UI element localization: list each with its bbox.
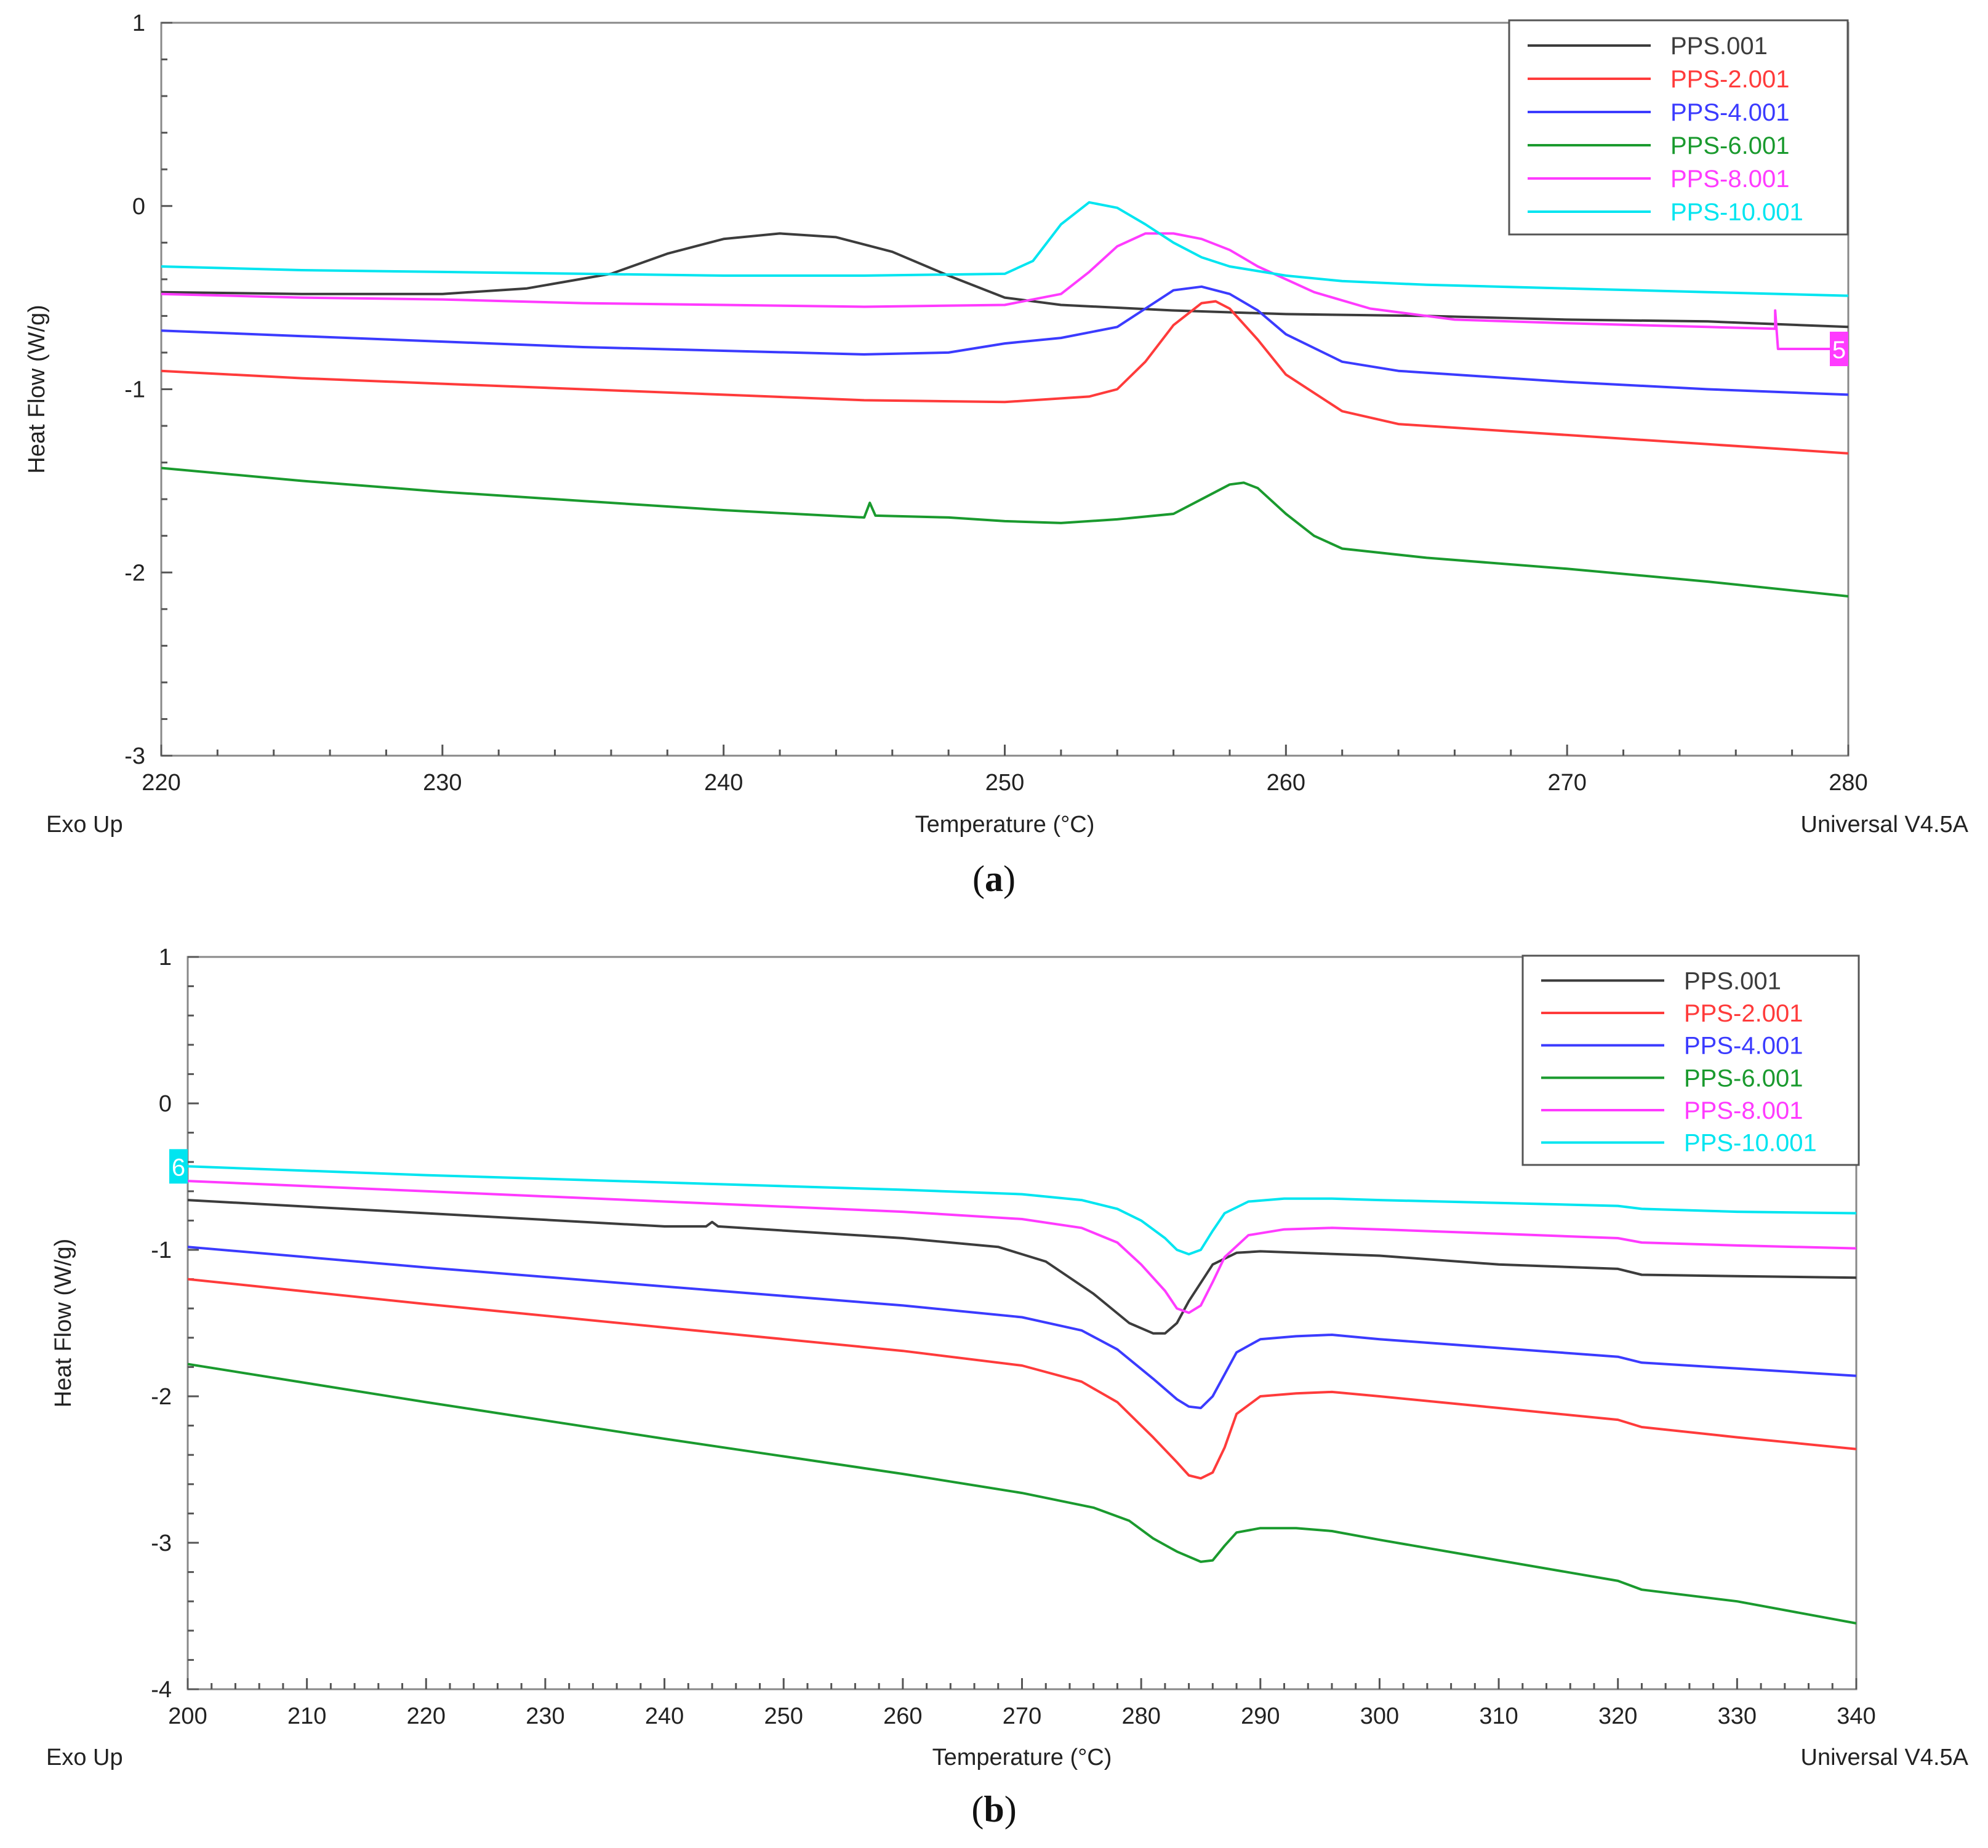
x-tick-label: 230 [423,770,462,796]
x-tick-label: 260 [1267,770,1305,796]
legend-label: PPS-2.001 [1670,66,1789,93]
y-tick-label: -3 [124,743,145,769]
legend-label: PPS-6.001 [1670,132,1789,159]
x-tick-label: 290 [1241,1703,1280,1729]
legend-label: PPS-4.001 [1670,99,1789,126]
x-tick-label: 260 [883,1703,922,1729]
x-tick-label: 310 [1479,1703,1518,1729]
y-tick-label: 1 [132,10,145,36]
legend-label: PPS-2.001 [1684,1000,1803,1027]
legend-label: PPS-4.001 [1684,1033,1803,1060]
x-tick-label: 240 [704,770,743,796]
curve-marker-box [1830,331,1848,366]
legend: PPS.001 PPS-2.001 PPS-4.001 PPS-6.001 PPS-8.… [1508,19,1849,236]
x-tick-label: 270 [1003,1703,1041,1729]
x-tick-label: 270 [1547,770,1586,796]
x-tick-label: 220 [407,1703,446,1729]
series-line-pps-2-001 [188,1278,1856,1480]
y-axis-label: Heat Flow (W/g) [50,1239,76,1407]
y-tick-label: 0 [159,1091,172,1117]
x-axis-label: Temperature (°C) [915,812,1095,838]
x-tick-label: 320 [1598,1703,1637,1729]
x-tick-label: 340 [1837,1703,1875,1729]
y-tick-label: -1 [124,377,145,403]
x-tick-label: 330 [1718,1703,1757,1729]
footer-software-version: Universal V4.5A [1801,812,1969,838]
legend-label: PPS-10.001 [1670,199,1803,226]
curve-marker-label: 5 [1832,337,1846,364]
curve-marker-box [169,1149,188,1184]
legend-box [1521,954,1860,1166]
footer-software-version: Universal V4.5A [1801,1745,1969,1770]
series-line-pps-10-001 [161,201,1848,297]
x-tick-label: 200 [168,1703,207,1729]
legend-label: PPS-8.001 [1684,1097,1803,1124]
series-line-pps-10-001 [188,1165,1856,1256]
legend-label: PPS-10.001 [1684,1130,1817,1157]
panel-label: (b) [971,1789,1016,1830]
footer-exo-up: Exo Up [46,1745,123,1770]
series-line-pps-001 [188,1199,1856,1335]
x-axis-label: Temperature (°C) [932,1745,1112,1770]
x-tick-label: 230 [526,1703,564,1729]
series-line-pps-8-001 [161,232,1848,350]
legend-label: PPS.001 [1670,33,1768,60]
legend-box [1508,19,1849,236]
x-tick-label: 280 [1121,1703,1160,1729]
x-tick-label: 300 [1360,1703,1399,1729]
curve-marker-label: 6 [172,1154,185,1181]
chart-panel-b: -4 -3 -2 -1 0 1 200 210 220 230 240 250 260 270 280 290… [46,945,1969,1830]
legend-label: PPS-8.001 [1670,166,1789,193]
y-tick-label: -1 [151,1238,172,1263]
y-tick-label: -4 [151,1677,172,1703]
y-axis-label: Heat Flow (W/g) [24,305,50,473]
y-tick-label: -3 [151,1530,172,1556]
series-line-pps-4-001 [161,285,1848,396]
legend: PPS.001 PPS-2.001 PPS-4.001 PPS-6.001 PPS-8.… [1521,954,1860,1166]
x-tick-label: 240 [645,1703,684,1729]
panel-label: (a) [972,858,1016,899]
series-line-pps-8-001 [188,1180,1856,1314]
series-line-pps-001 [161,232,1848,329]
legend-label: PPS-6.001 [1684,1065,1803,1092]
legend-label: PPS.001 [1684,967,1781,994]
y-tick-label: 0 [132,194,145,220]
chart-panel-a: -3 -2 -1 0 1 220 230 240 250 260 270 280 Heat Flow (… [24,10,1969,899]
y-tick-label: -2 [124,560,145,586]
footer-exo-up: Exo Up [46,812,123,838]
series-line-pps-6-001 [161,466,1848,598]
x-tick-label: 250 [985,770,1024,796]
x-tick-label: 220 [142,770,180,796]
y-tick-label: 1 [159,945,172,970]
series-line-pps-6-001 [188,1362,1856,1625]
x-tick-label: 210 [287,1703,326,1729]
series-line-pps-4-001 [188,1246,1856,1409]
x-tick-label: 280 [1829,770,1867,796]
y-tick-label: -2 [151,1384,172,1410]
series-line-pps-2-001 [161,300,1848,455]
x-tick-label: 250 [764,1703,803,1729]
